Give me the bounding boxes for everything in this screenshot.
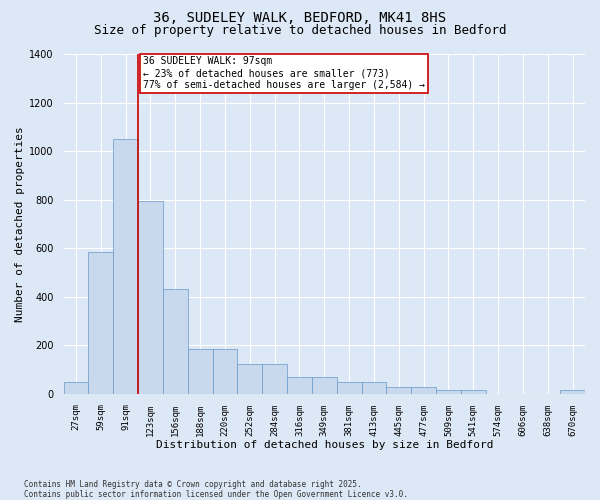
Bar [88, 252, 113, 394]
Text: 36, SUDELEY WALK, BEDFORD, MK41 8HS: 36, SUDELEY WALK, BEDFORD, MK41 8HS [154, 11, 446, 25]
Bar [64, 382, 88, 394]
Bar [560, 390, 585, 394]
Bar [163, 290, 188, 394]
X-axis label: Distribution of detached houses by size in Bedford: Distribution of detached houses by size … [155, 440, 493, 450]
Text: Contains HM Land Registry data © Crown copyright and database right 2025.
Contai: Contains HM Land Registry data © Crown c… [24, 480, 408, 499]
Y-axis label: Number of detached properties: Number of detached properties [15, 126, 25, 322]
Bar [188, 349, 212, 394]
Bar [262, 364, 287, 394]
Bar [212, 349, 238, 394]
Bar [337, 382, 362, 394]
Bar [287, 377, 312, 394]
Text: Size of property relative to detached houses in Bedford: Size of property relative to detached ho… [94, 24, 506, 37]
Bar [461, 390, 485, 394]
Bar [113, 139, 138, 394]
Bar [436, 390, 461, 394]
Bar [138, 201, 163, 394]
Bar [362, 382, 386, 394]
Text: 36 SUDELEY WALK: 97sqm
← 23% of detached houses are smaller (773)
77% of semi-de: 36 SUDELEY WALK: 97sqm ← 23% of detached… [143, 56, 425, 90]
Bar [411, 388, 436, 394]
Bar [312, 377, 337, 394]
Bar [238, 364, 262, 394]
Bar [386, 388, 411, 394]
